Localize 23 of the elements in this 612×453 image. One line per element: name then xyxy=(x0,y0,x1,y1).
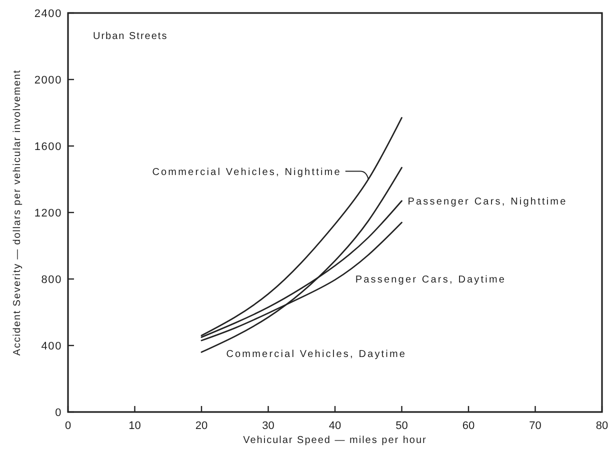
x-axis-title: Vehicular Speed — miles per hour xyxy=(243,435,427,446)
y-axis-title: Accident Severity — dollars per vehicular involvement xyxy=(12,69,23,356)
y-tick-label: 0 xyxy=(55,406,62,419)
y-tick-label: 400 xyxy=(41,340,62,352)
y-tick-label: 2000 xyxy=(34,74,62,86)
x-tick-label: 20 xyxy=(195,420,208,432)
series-label: Commercial Vehicles, Daytime xyxy=(226,348,407,360)
x-tick-label: 0 xyxy=(64,420,72,432)
x-tick-label: 40 xyxy=(328,420,342,432)
x-tick-label: 10 xyxy=(128,420,141,432)
y-tick-label: 800 xyxy=(41,274,62,286)
y-tick-label: 1600 xyxy=(34,140,62,153)
x-tick-label: 30 xyxy=(262,420,274,432)
x-tick-label: 80 xyxy=(596,420,608,432)
x-tick-label: 70 xyxy=(529,420,542,432)
y-tick-label: 1200 xyxy=(34,207,62,220)
series-label: Passenger Cars, Nighttime xyxy=(408,196,568,208)
y-tick-label: 2400 xyxy=(34,8,62,20)
annotation: Urban Streets xyxy=(93,31,168,42)
legend-label: Commercial Vehicles, Nighttime xyxy=(152,166,342,178)
series-label: Passenger Cars, Daytime xyxy=(355,274,506,286)
x-tick-label: 50 xyxy=(396,420,408,432)
x-tick-label: 60 xyxy=(462,420,475,432)
